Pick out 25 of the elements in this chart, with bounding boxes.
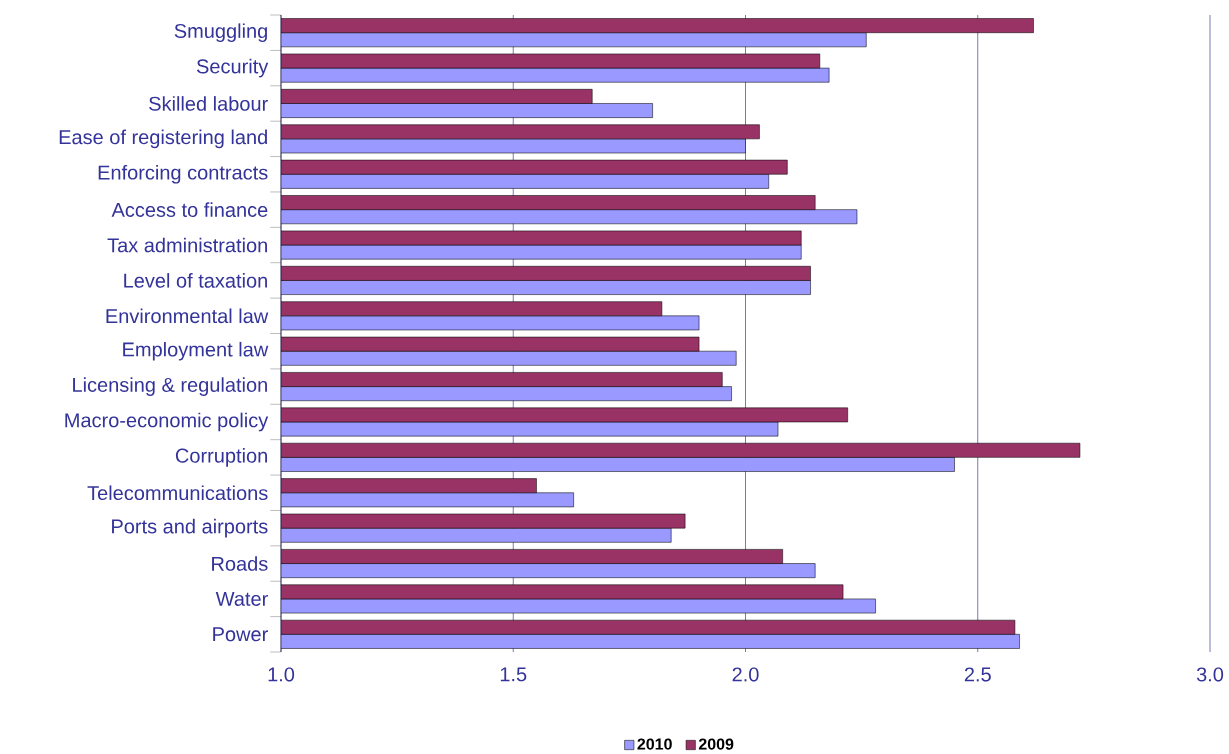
- x-tick-label: 2.5: [964, 667, 991, 682]
- y-tick-label: Enforcing contracts: [98, 164, 268, 184]
- y-tick-label: Macro-economic policy: [65, 412, 269, 432]
- y-tick-label: Roads: [212, 556, 268, 571]
- y-tick-label: Tax administration: [107, 237, 267, 253]
- y-tick-label: Skilled labour: [149, 96, 268, 111]
- x-tick-label: 1.0: [268, 667, 295, 682]
- y-tick-label: Level of taxation: [124, 273, 267, 288]
- y-tick-label: Water: [215, 591, 268, 606]
- y-tick-label: Power: [213, 627, 268, 642]
- legend-label: 2010: [637, 738, 672, 750]
- y-tick-label: Ease of registering land: [59, 129, 267, 149]
- y-tick-label: Environmental law: [106, 308, 269, 324]
- x-tick-label: 1.5: [500, 667, 527, 682]
- y-tick-label: Smuggling: [174, 23, 267, 43]
- y-tick-label: Security: [196, 58, 269, 78]
- x-tick-label: 3.0: [1196, 667, 1224, 682]
- legend-label: 2009: [698, 738, 734, 750]
- y-tick-label: Ports and airports: [112, 518, 268, 538]
- y-tick-label: Licensing & regulation: [73, 377, 267, 396]
- x-tick-label: 2.0: [732, 667, 759, 682]
- y-tick-label: Telecommunications: [87, 485, 268, 501]
- y-tick-label: Employment law: [123, 341, 269, 361]
- y-tick-label: Access to finance: [111, 202, 268, 217]
- y-tick-label: Corruption: [175, 448, 267, 467]
